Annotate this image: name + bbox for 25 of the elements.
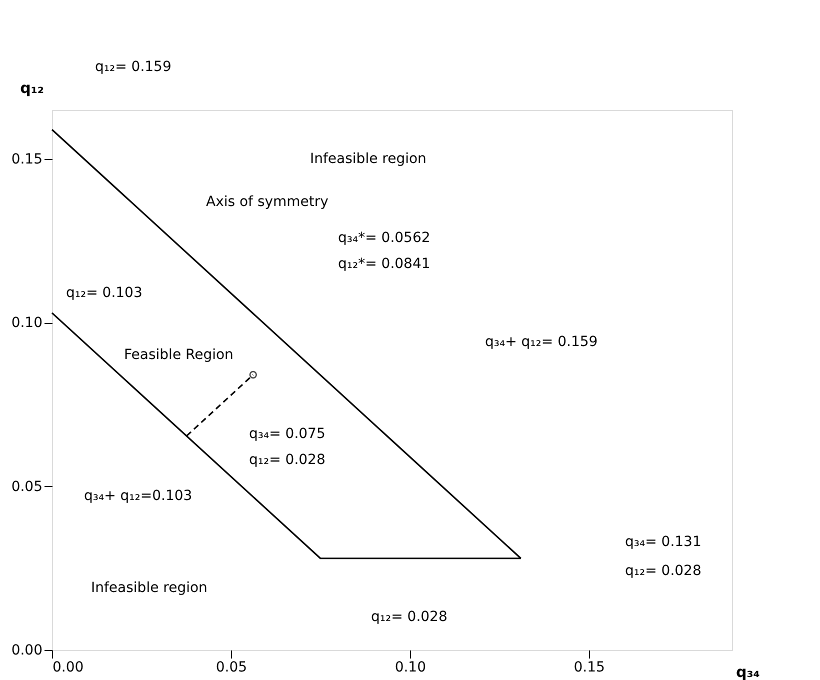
annotation: q₃₄= 0.075 (249, 426, 326, 442)
annotation: q₁₂*= 0.0841 (338, 256, 430, 272)
x-tick-label: 0.15 (574, 660, 605, 676)
annotation: q₁₂= 0.103 (66, 285, 142, 301)
x-tick-label: 0.10 (394, 660, 426, 676)
text: q₁₂= 0.159 (95, 59, 172, 75)
annotation: q₃₄+ q₁₂=0.103 (84, 488, 192, 504)
y-tick-label: 0.10 (11, 315, 42, 332)
annotation: q₃₄= 0.131 (625, 534, 702, 550)
annotation: Axis of symmetry (206, 194, 328, 210)
annotation: q₁₂= 0.028 (625, 563, 702, 579)
y-tick-label: 0.15 (11, 152, 42, 168)
y-axis-title: q₁₂ (20, 79, 44, 97)
y-tick-label: 0.05 (11, 478, 42, 495)
annotation: q₃₄*= 0.0562 (338, 230, 430, 246)
annotation: q₃₄+ q₁₂= 0.159 (485, 334, 598, 350)
annotation: q₁₂= 0.028 (371, 609, 448, 625)
annotation: Infeasible region (310, 151, 426, 167)
y-tick-label: 0.00 (11, 642, 42, 658)
x-axis-title: q₃₄ (736, 663, 760, 680)
annotation: q₁₂= 0.028 (249, 452, 326, 468)
annotation: Infeasible region (91, 580, 208, 596)
x-tick-label: 0.00 (52, 660, 84, 676)
annotation: Feasible Region (124, 347, 234, 363)
x-tick-label: 0.05 (216, 660, 248, 676)
